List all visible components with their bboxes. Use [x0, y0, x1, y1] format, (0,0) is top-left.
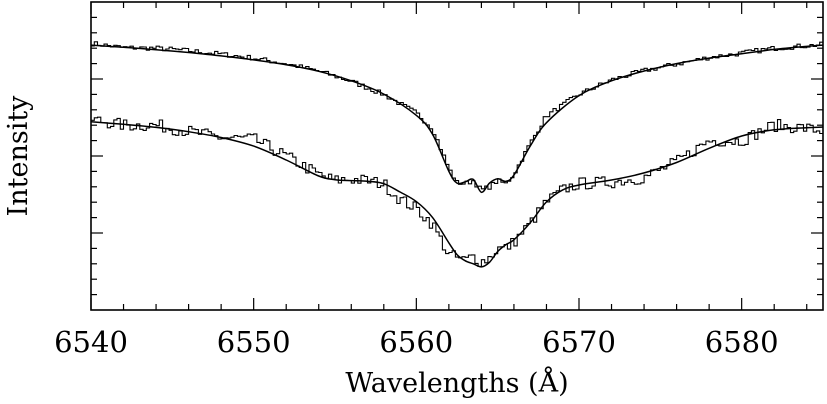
series-layer — [90, 41, 824, 268]
y-axis-label: Intensity — [3, 95, 34, 217]
x-tick-label: 6560 — [379, 325, 453, 359]
x-tick-label: 6580 — [705, 325, 779, 359]
model-fit-line — [90, 121, 824, 268]
axis-ticks — [90, 2, 823, 310]
x-tick-label: 6550 — [217, 325, 291, 359]
x-tick-label: 6570 — [542, 325, 616, 359]
observed-histogram-line — [91, 41, 823, 190]
model-fit-line — [90, 44, 824, 194]
observed-histogram-line — [91, 116, 823, 267]
x-tick-labels: 6540 6550 6560 6570 6580 — [54, 325, 778, 359]
x-tick-label: 6540 — [54, 325, 128, 359]
x-axis-label: Wavelengths (Å) — [345, 366, 568, 399]
plot-frame — [90, 1, 824, 311]
